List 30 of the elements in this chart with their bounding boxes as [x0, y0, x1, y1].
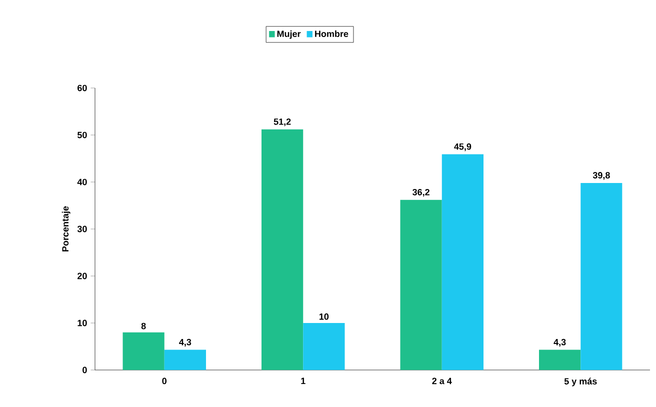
data-label: 51,2 [274, 118, 291, 126]
data-label: 4,3 [554, 338, 566, 347]
y-tick-label: 30 [77, 226, 87, 232]
data-label: 36,2 [412, 188, 430, 197]
y-tick-label: 0 [82, 366, 87, 374]
legend-label: Mujer [277, 30, 301, 39]
y-tick-label: 40 [77, 178, 87, 186]
bar [262, 129, 304, 370]
x-tick-label: 2 a 4 [432, 378, 452, 384]
bar [122, 332, 164, 370]
bar [580, 182, 622, 370]
bar [539, 350, 581, 370]
bar [400, 200, 442, 370]
x-tick-label: 0 [162, 378, 167, 384]
y-tick-label: 50 [77, 132, 87, 138]
y-axis-title: Porcentaje [62, 206, 70, 252]
bar [303, 323, 345, 370]
data-label: 10 [320, 313, 329, 320]
legend-label: Hombre [315, 30, 348, 38]
data-label: 39,8 [592, 172, 610, 180]
y-tick-label: 20 [78, 272, 87, 280]
data-label: 45,9 [454, 143, 472, 152]
y-tick-label: 10 [78, 320, 87, 326]
bar [164, 350, 206, 370]
data-label: 4,3 [179, 338, 192, 347]
x-tick-label: 5 y más [564, 378, 597, 386]
data-label: 8 [141, 322, 146, 330]
bar [442, 154, 484, 370]
x-tick-label: 1 [301, 378, 306, 384]
y-tick-label: 60 [78, 84, 87, 92]
